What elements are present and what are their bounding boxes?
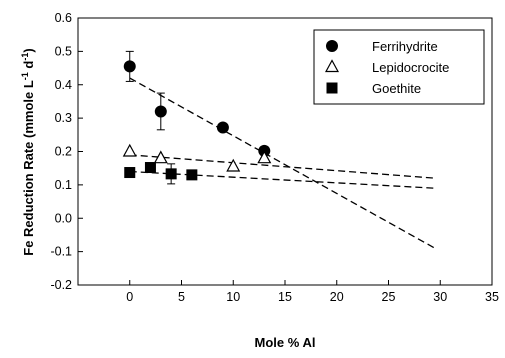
y-tick-label: 0.6 — [55, 11, 72, 25]
point-lepidocrocite — [257, 150, 272, 164]
point-ferrihydrite — [154, 105, 167, 118]
legend-box — [313, 29, 485, 105]
point-lepidocrocite — [122, 143, 137, 157]
x-tick-label: 30 — [433, 290, 447, 304]
trend-line — [129, 154, 436, 179]
point-goethite — [165, 168, 177, 180]
legend-marker-ferrihydrite — [326, 40, 338, 52]
x-tick-label: 5 — [178, 290, 185, 304]
x-tick-label: 25 — [382, 290, 396, 304]
y-tick-label: 0.3 — [55, 111, 72, 125]
legend: Ferrihydrite Lepidocrocite Goethite — [313, 29, 485, 105]
y-tick-label: 0.2 — [55, 145, 72, 159]
point-goethite — [144, 162, 156, 174]
trend-line — [129, 77, 436, 249]
y-tick-label: 0.1 — [55, 178, 72, 192]
x-tick-label: 35 — [485, 290, 499, 304]
y-axis-title-main: Fe Reduction Rate (mmole L — [21, 80, 36, 256]
y-axis-title: Fe Reduction Rate (mmole L-1 d-1) — [20, 48, 36, 255]
point-ferrihydrite — [216, 121, 229, 134]
point-goethite — [124, 167, 136, 179]
legend-marker-goethite — [326, 82, 338, 94]
y-axis: -0.2 -0.1 0.0 0.1 0.2 0.3 0.4 0.5 0.6 — [50, 11, 83, 292]
y-tick-label: 0.0 — [55, 211, 72, 225]
point-ferrihydrite — [123, 60, 136, 73]
y-tick-label: 0.5 — [55, 44, 72, 58]
legend-marker-lepidocrocite — [324, 59, 340, 73]
y-tick-label: -0.2 — [50, 278, 72, 292]
x-tick-label: 15 — [278, 290, 292, 304]
y-axis-title-end: ) — [21, 48, 36, 52]
legend-label-ferrihydrite: Ferrihydrite — [372, 39, 438, 54]
x-axis: 0 5 10 15 20 25 30 35 — [126, 280, 499, 304]
y-axis-title-sup2: -1 — [20, 53, 30, 61]
data-markers — [122, 60, 272, 181]
y-axis-title-mid: d — [21, 61, 36, 73]
legend-label-lepidocrocite: Lepidocrocite — [372, 60, 449, 75]
trend-lines — [129, 77, 436, 249]
y-tick-label: -0.1 — [50, 245, 72, 259]
x-tick-label: 10 — [226, 290, 240, 304]
legend-label-goethite: Goethite — [372, 81, 421, 96]
y-tick-label: 0.4 — [55, 78, 72, 92]
point-lepidocrocite — [226, 158, 241, 172]
x-tick-label: 0 — [126, 290, 133, 304]
trend-line — [129, 170, 436, 189]
point-goethite — [186, 169, 198, 181]
point-lepidocrocite — [153, 150, 168, 164]
x-tick-label: 20 — [330, 290, 344, 304]
y-axis-title-sup1: -1 — [20, 72, 30, 80]
x-axis-title: Mole % Al — [255, 335, 316, 350]
